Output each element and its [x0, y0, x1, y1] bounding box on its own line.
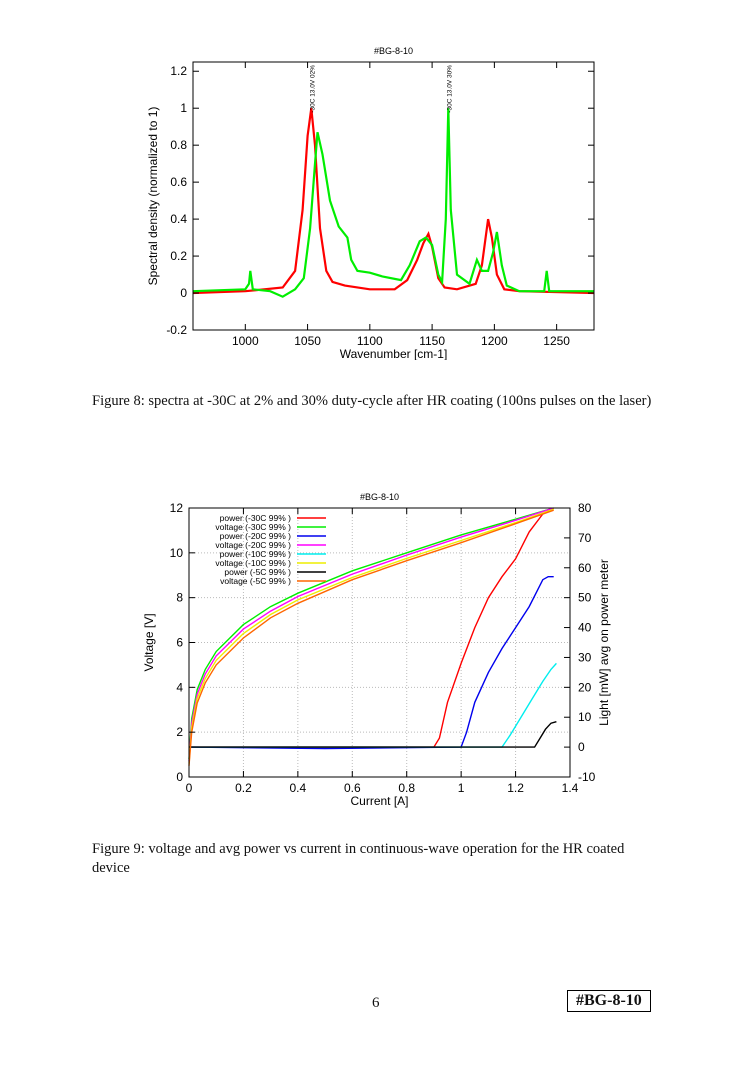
y2-tick-label: 10: [578, 710, 592, 724]
y-tick-label: 1: [180, 101, 187, 115]
y-tick-label: 6: [176, 636, 183, 650]
y2-tick-label: 0: [578, 740, 585, 754]
series-line: [189, 721, 557, 748]
y2-tick-label: 80: [578, 501, 592, 515]
x-tick-label: 0.2: [235, 781, 252, 795]
peak-annotation: -30C 13.0V 30%: [446, 65, 453, 113]
y2-tick-label: 70: [578, 531, 592, 545]
series-line: [192, 108, 595, 295]
y2-tick-label: 40: [578, 621, 592, 635]
y-axis-label: Voltage [V]: [142, 613, 156, 671]
y-tick-label: 0: [176, 770, 183, 784]
y-tick-label: 8: [176, 591, 183, 605]
series-line: [189, 507, 555, 748]
series-line: [192, 108, 594, 298]
y2-tick-label: 30: [578, 650, 592, 664]
x-tick-label: 0: [186, 781, 193, 795]
x-axis-label: Wavenumber [cm-1]: [340, 347, 448, 360]
y-tick-label: 0.8: [170, 138, 187, 152]
x-tick-label: 1250: [543, 334, 570, 348]
y-tick-label: -0.2: [166, 323, 187, 337]
series-line: [189, 662, 557, 748]
x-tick-label: 0.4: [290, 781, 307, 795]
y-tick-label: 4: [176, 680, 183, 694]
voltage-power-chart: 0 0.2 0.4 0.6 0.8 1 1.2 1.4 0 2 4 6 8 10 12 -10 0 10 20 30 4…: [142, 492, 611, 808]
x-tick-label: 1000: [232, 334, 259, 348]
series-line: [188, 507, 554, 760]
legend-label: power (-5C 99% ): [224, 567, 291, 577]
x-tick-label: 1: [458, 781, 465, 795]
x-tick-label: 1.2: [507, 781, 524, 795]
series-line: [188, 508, 554, 764]
y2-axis-label: Light [mW] avg on power meter: [597, 559, 611, 726]
y-tick-label: 10: [170, 546, 184, 560]
x-tick-label: 0.8: [398, 781, 415, 795]
x-tick-label: 1.4: [562, 781, 579, 795]
x-tick-label: 1050: [294, 334, 321, 348]
chart-title: #BG-8-10: [374, 46, 413, 56]
series-line: [188, 509, 554, 766]
y2-tick-label: 20: [578, 680, 592, 694]
y-tick-label: 0.4: [170, 212, 187, 226]
legend-label: voltage (-5C 99% ): [220, 576, 291, 586]
x-tick-label: 0.6: [344, 781, 361, 795]
y-tick-label: 0: [180, 286, 187, 300]
y-tick-label: 0.6: [170, 175, 187, 189]
figure-9-caption: Figure 9: voltage and avg power vs curre…: [92, 841, 625, 876]
legend-label: voltage (-30C 99% ): [215, 522, 291, 532]
x-tick-label: 1100: [357, 334, 383, 348]
y2-tick-label: -10: [578, 770, 596, 784]
page-number: 6: [372, 995, 380, 1011]
y2-tick-label: 60: [578, 561, 592, 575]
figure-8-caption: Figure 8: spectra at -30C at 2% and 30% …: [92, 393, 652, 409]
document-tag: #BG-8-10: [567, 990, 651, 1012]
x-tick-label: 1150: [419, 334, 445, 348]
y-tick-label: 12: [170, 501, 184, 515]
legend-label: power (-30C 99% ): [220, 513, 292, 523]
y2-tick-label: 50: [578, 591, 592, 605]
legend-label: voltage (-10C 99% ): [215, 558, 291, 568]
x-axis-label: Current [A]: [350, 794, 408, 808]
y-tick-label: 0.2: [170, 249, 187, 263]
y-tick-label: 2: [176, 725, 183, 739]
y-axis-label: Spectral density (normalized to 1): [146, 107, 160, 286]
chart-title: #BG-8-10: [360, 492, 399, 502]
spectra-chart: 1000 1050 1100 1150 1200 1250 -0.2 0 0.2 0.4 0.6 0.…: [146, 46, 595, 360]
legend-label: power (-10C 99% ): [220, 549, 292, 559]
series-line: [188, 507, 554, 762]
peak-annotation: -30C 13.0V 02%: [309, 65, 316, 113]
y-tick-label: 1.2: [170, 64, 187, 78]
plot-frame: [192, 61, 595, 331]
legend-label: voltage (-20C 99% ): [215, 540, 291, 550]
x-tick-label: 1200: [481, 334, 508, 348]
series-line: [188, 575, 554, 750]
legend-label: power (-20C 99% ): [220, 531, 292, 541]
